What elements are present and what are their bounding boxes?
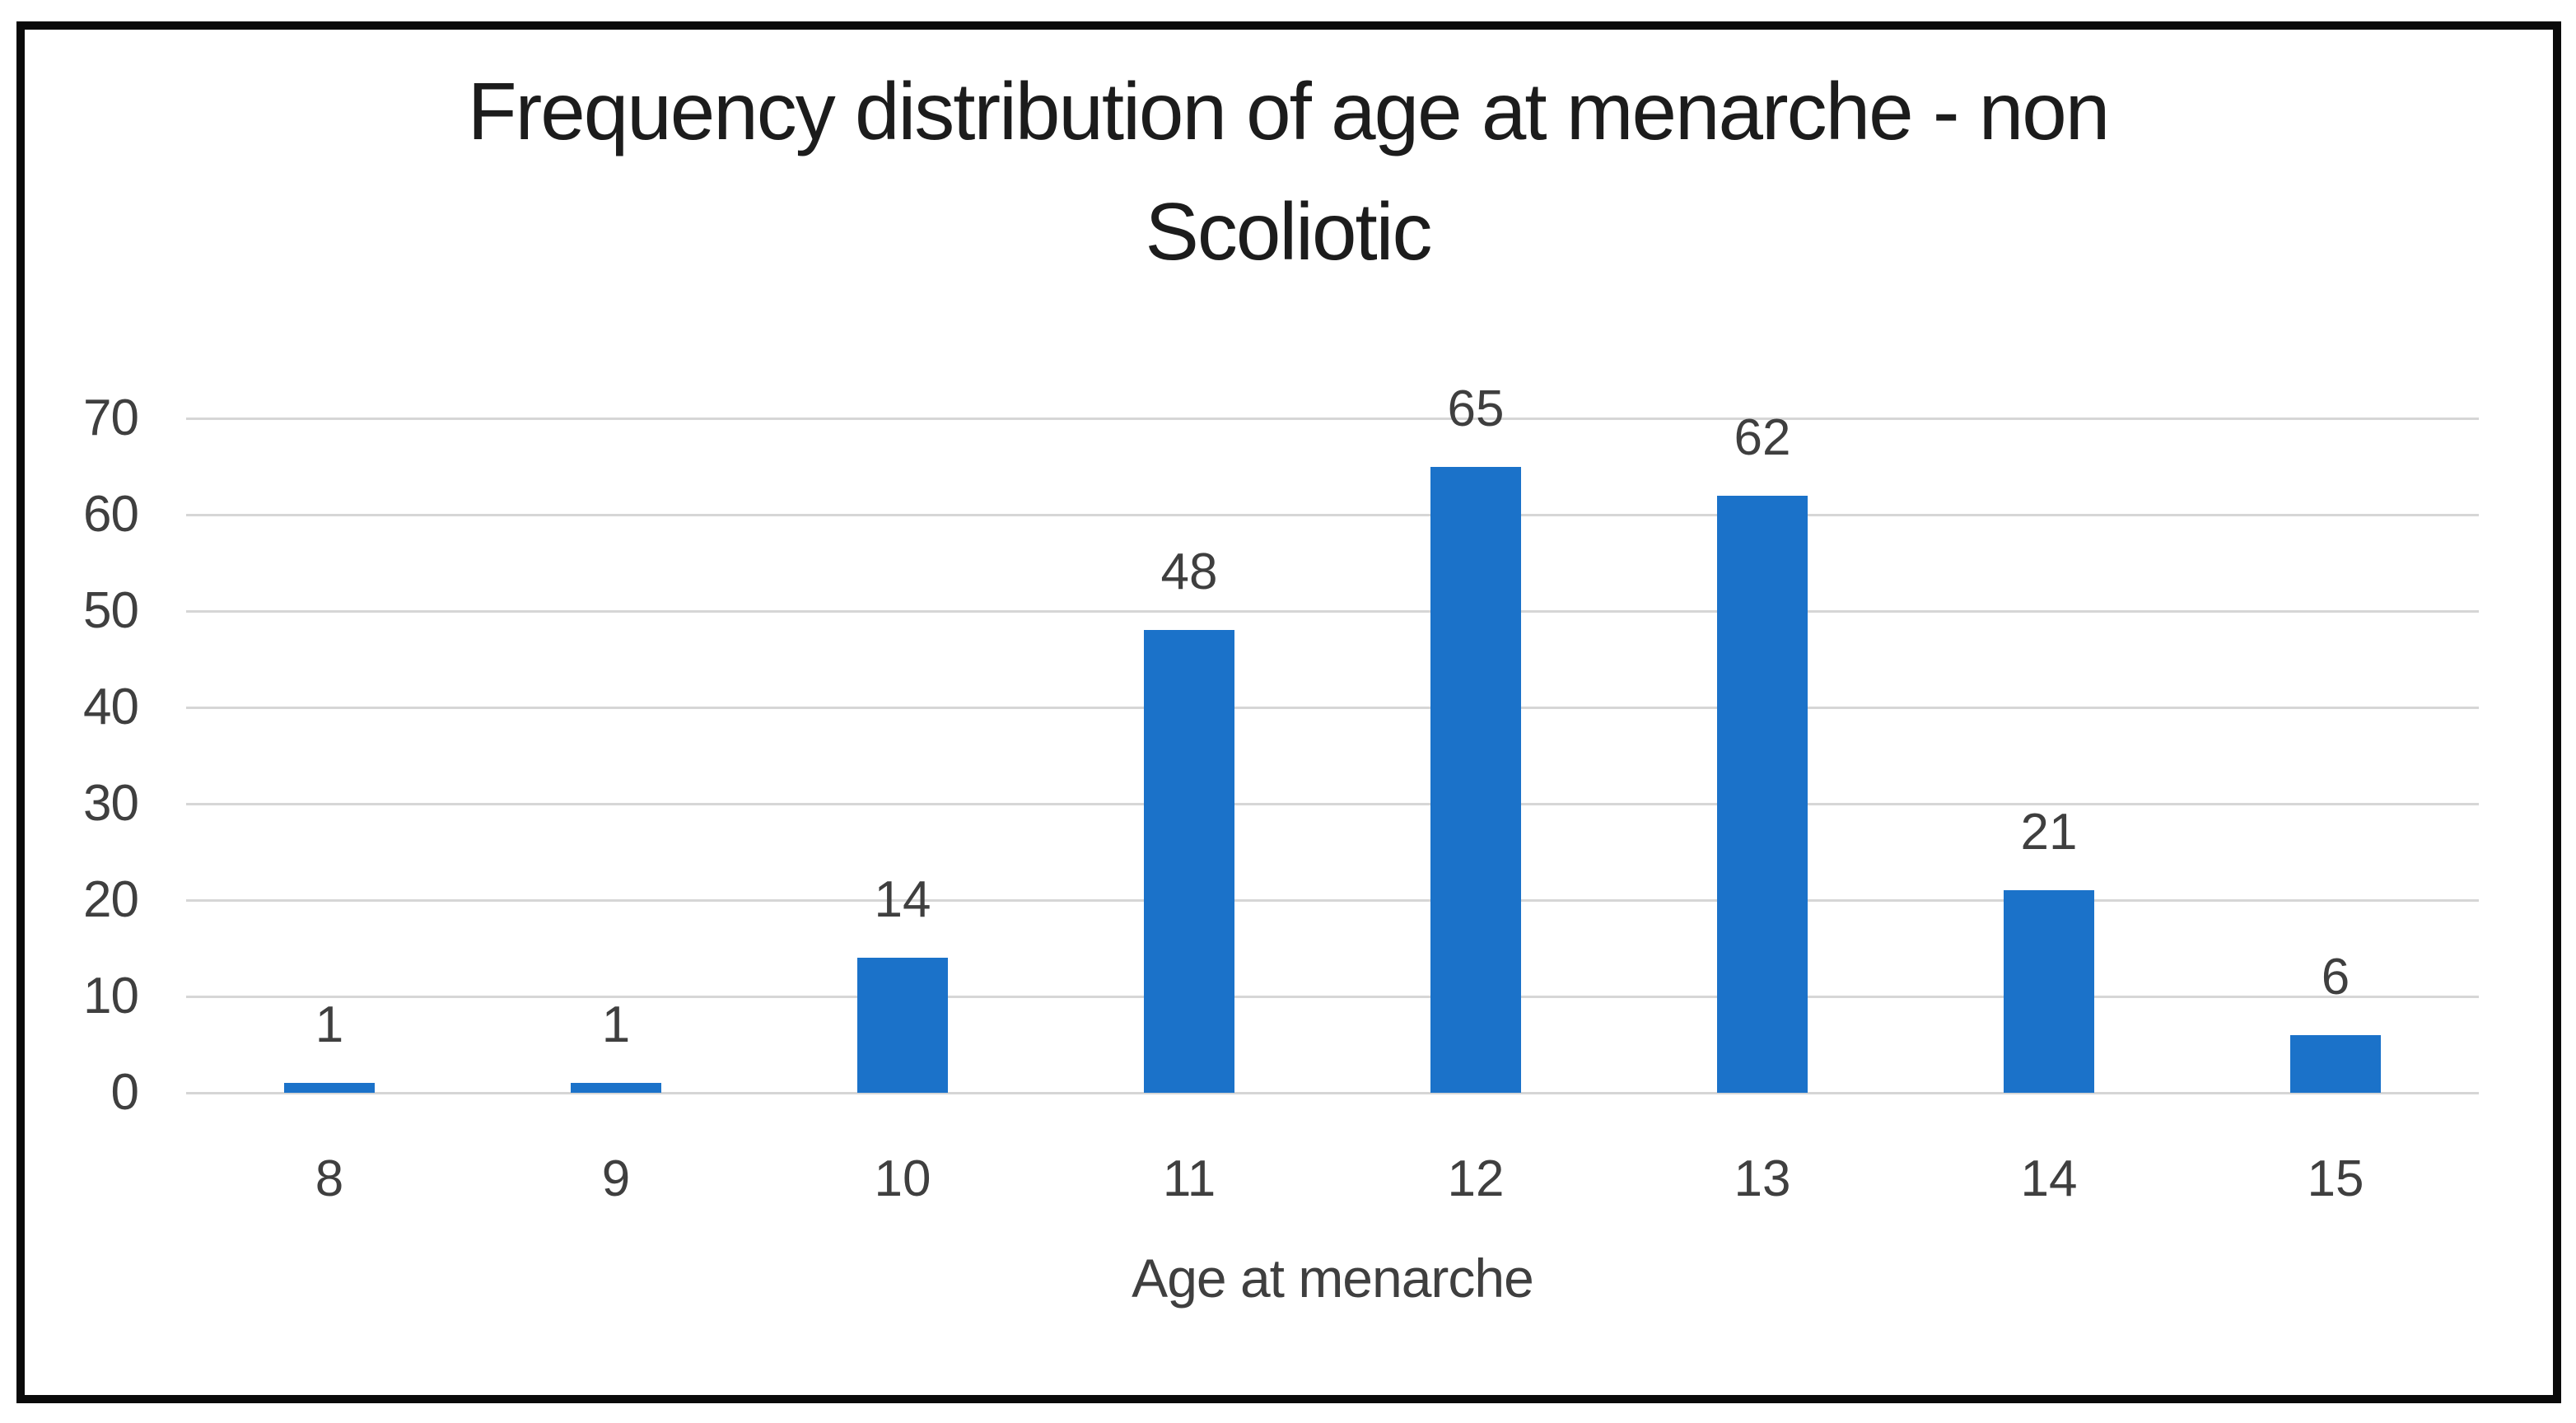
gridline-y-40 [186, 707, 2479, 709]
chart-title: Frequency distribution of age at menarch… [0, 51, 2576, 292]
y-axis-tick-30: 30 [83, 775, 139, 832]
x-axis-tick-9: 9 [601, 1150, 631, 1207]
bar-age-9 [571, 1083, 661, 1093]
bar-age-8 [284, 1083, 375, 1093]
gridline-y-30 [186, 803, 2479, 805]
gridline-y-10 [186, 996, 2479, 998]
y-axis-tick-60: 60 [83, 486, 139, 543]
gridline-y-70 [186, 418, 2479, 420]
y-axis-tick-0: 0 [110, 1064, 139, 1121]
chart-border-frame [16, 21, 2561, 1403]
x-axis-tick-15: 15 [2307, 1150, 2364, 1207]
chart-title-line-2: Scoliotic [1145, 186, 1433, 277]
x-axis-tick-14: 14 [2020, 1150, 2078, 1207]
bar-value-label-age-14: 21 [2020, 804, 2078, 861]
bar-age-12 [1430, 466, 1521, 1093]
y-axis-tick-20: 20 [83, 871, 139, 928]
bar-value-label-age-11: 48 [1160, 544, 1218, 601]
y-axis-tick-70: 70 [83, 390, 139, 446]
x-axis-tick-13: 13 [1734, 1150, 1791, 1207]
bar-age-11 [1144, 630, 1234, 1093]
bar-value-label-age-12: 65 [1447, 380, 1505, 437]
y-axis-tick-40: 40 [83, 679, 139, 735]
y-axis-tick-50: 50 [83, 582, 139, 639]
y-axis-tick-10: 10 [83, 968, 139, 1024]
x-axis-tick-10: 10 [874, 1150, 931, 1207]
gridline-y-20 [186, 899, 2479, 902]
chart-title-line-1: Frequency distribution of age at menarch… [467, 66, 2110, 156]
gridline-y-60 [186, 514, 2479, 516]
bar-age-10 [857, 958, 948, 1093]
x-axis-tick-12: 12 [1447, 1150, 1505, 1207]
gridline-y-50 [186, 610, 2479, 613]
x-axis-tick-8: 8 [315, 1150, 344, 1207]
x-axis-title: Age at menarche [1132, 1248, 1534, 1309]
gridline-y-0 [186, 1092, 2479, 1094]
bar-value-label-age-9: 1 [601, 996, 631, 1054]
bar-value-label-age-15: 6 [2321, 948, 2350, 1005]
bar-age-13 [1717, 495, 1808, 1093]
bar-value-label-age-8: 1 [315, 996, 344, 1054]
x-axis-tick-11: 11 [1162, 1150, 1216, 1207]
bar-age-15 [2290, 1034, 2381, 1093]
bar-value-label-age-10: 14 [874, 871, 931, 929]
bar-age-14 [2004, 890, 2094, 1093]
bar-value-label-age-13: 62 [1734, 408, 1791, 466]
